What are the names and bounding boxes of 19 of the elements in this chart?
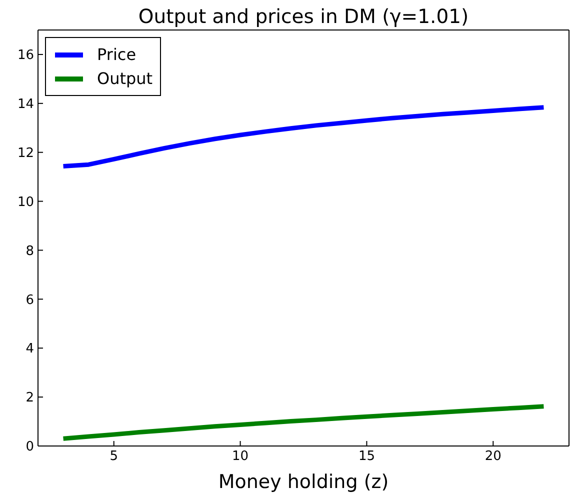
y-tick-label: 2 — [26, 390, 34, 406]
y-tick-label: 10 — [17, 194, 34, 210]
y-tick-label: 0 — [26, 440, 34, 455]
legend-label: Price — [97, 44, 136, 66]
x-axis-title: Money holding (z) — [218, 471, 389, 493]
y-tick-label: 4 — [26, 342, 34, 357]
line-series — [61, 105, 546, 169]
y-tick-label: 6 — [26, 292, 34, 308]
y-tick-label: 14 — [17, 97, 34, 112]
legend-label: Output — [97, 68, 153, 90]
x-tick-label: 15 — [358, 449, 375, 464]
x-tick-label: 5 — [110, 449, 118, 464]
y-tick-label: 16 — [17, 48, 34, 64]
x-tick-label: 20 — [484, 449, 502, 464]
chart-title: Output and prices in DM (γ=1.01) — [137, 5, 470, 29]
x-tick-label: 10 — [232, 449, 249, 464]
y-tick-label: 12 — [17, 146, 34, 161]
line-series — [61, 404, 546, 441]
y-tick-label: 8 — [26, 244, 34, 259]
